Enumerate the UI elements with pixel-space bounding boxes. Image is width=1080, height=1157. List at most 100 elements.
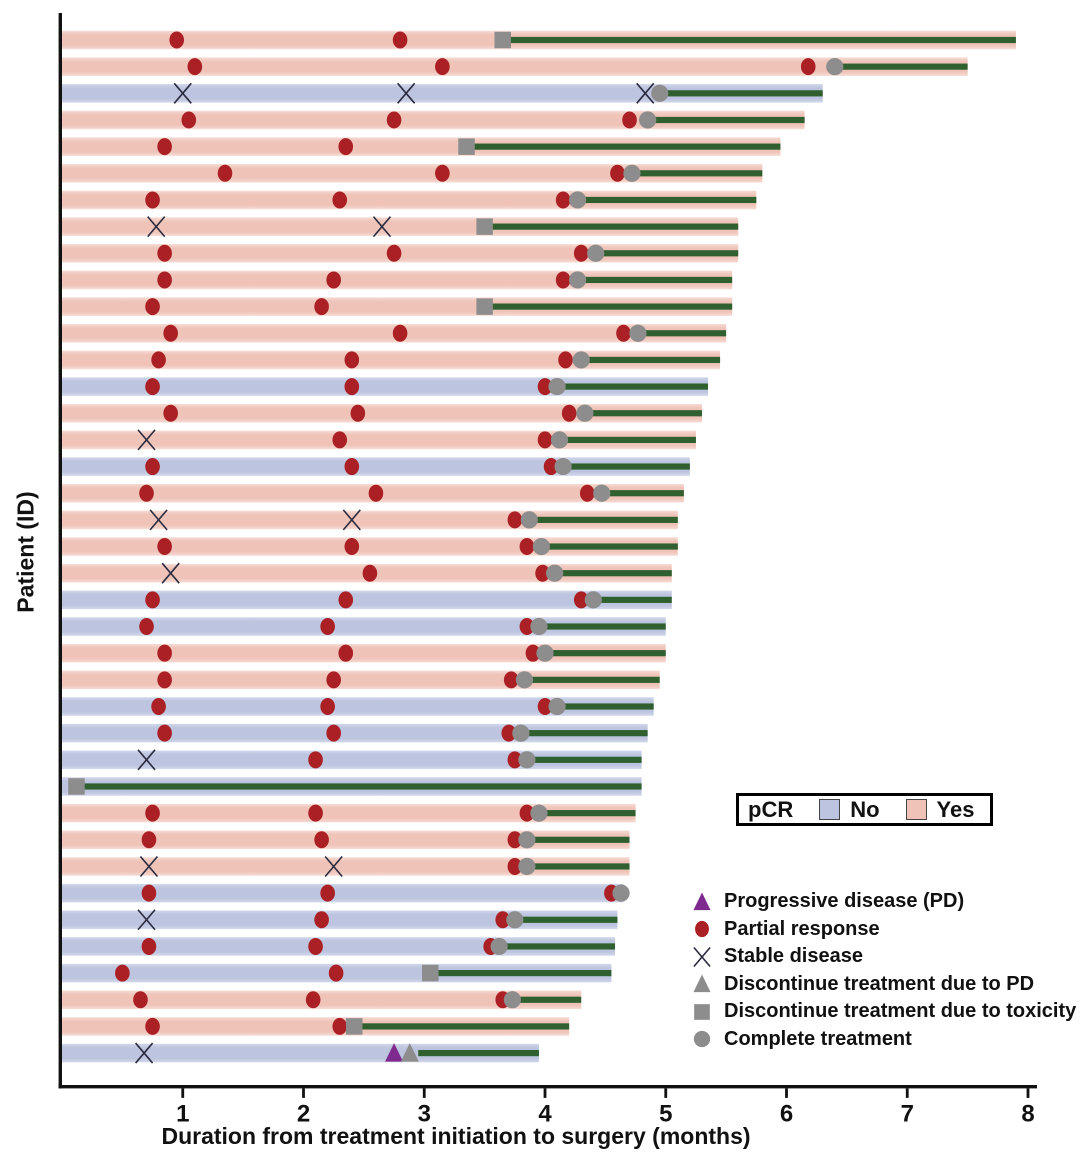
complete-treatment-marker — [550, 431, 569, 449]
post-treatment-line — [514, 916, 618, 923]
duration-bar-pcr-yes — [62, 1017, 570, 1036]
legend-item: Stable disease — [690, 943, 1076, 971]
legend-item: Complete treatment — [690, 1026, 1076, 1054]
stable-disease-marker — [173, 82, 192, 104]
partial-response-marker — [503, 671, 519, 689]
x-axis-tick — [1026, 1088, 1030, 1098]
partial-response-marker — [344, 351, 360, 369]
partial-response-marker — [338, 591, 354, 609]
partial-response-marker — [501, 724, 517, 742]
post-treatment-line — [659, 90, 823, 97]
post-treatment-line — [526, 836, 630, 843]
legend-item: Discontinue treatment due to PD — [690, 971, 1076, 999]
discontinue-toxicity-marker — [68, 778, 85, 795]
partial-response-marker — [145, 378, 160, 396]
duration-bar-pcr-yes — [62, 830, 630, 850]
partial-response-marker — [495, 911, 511, 929]
complete-treatment-marker — [490, 937, 508, 956]
legend-item-label: Complete treatment — [724, 1027, 912, 1050]
patient-row — [62, 670, 660, 690]
complete-treatment-marker — [629, 324, 647, 342]
post-treatment-line — [557, 383, 709, 390]
patient-row — [62, 697, 654, 716]
discontinue-pd-marker — [400, 1043, 419, 1062]
patient-row — [62, 749, 642, 771]
patient-row — [62, 164, 763, 183]
partial-response-marker — [308, 804, 323, 822]
partial-response-marker — [157, 138, 172, 156]
complete-treatment-marker — [518, 831, 536, 849]
partial-response-marker — [157, 671, 172, 689]
patient-row — [62, 297, 733, 316]
post-treatment-line — [524, 676, 660, 683]
complete-treatment-marker — [512, 724, 530, 742]
complete-treatment-marker — [587, 244, 605, 262]
patient-row — [62, 537, 678, 556]
partial-response-marker — [435, 164, 450, 182]
duration-bar-pcr-yes — [62, 857, 630, 876]
patient-row — [62, 777, 642, 796]
duration-bar-pcr-yes — [62, 217, 739, 236]
partial-response-marker — [350, 404, 366, 422]
partial-response-marker — [573, 244, 589, 262]
partial-response-marker — [362, 564, 378, 582]
partial-response-marker — [610, 164, 625, 182]
partial-response-marker — [141, 937, 157, 955]
post-treatment-line — [502, 36, 1016, 44]
post-treatment-line — [541, 543, 678, 550]
partial-response-marker — [338, 138, 354, 156]
post-treatment-line — [581, 356, 721, 364]
post-treatment-line — [538, 623, 666, 630]
complete-treatment-marker — [593, 484, 611, 502]
complete-treatment-marker — [572, 351, 590, 369]
partial-response-marker — [344, 538, 360, 556]
complete-treatment-marker — [693, 1031, 711, 1048]
marker-legend: Progressive disease (PD) Partial response… — [690, 888, 1076, 1053]
legend-item-label: Partial response — [724, 917, 880, 940]
complete-treatment-marker — [639, 111, 657, 129]
patient-row — [62, 590, 672, 610]
complete-treatment-marker — [612, 884, 630, 902]
partial-response-marker — [622, 111, 637, 129]
complete-treatment-marker — [546, 564, 564, 582]
x-axis-tick — [785, 1088, 788, 1098]
complete-treatment-marker — [576, 404, 594, 422]
complete-treatment-marker — [503, 991, 521, 1009]
progressive-disease-marker — [693, 892, 711, 910]
duration-bar-pcr-no — [62, 697, 654, 716]
partial-response-marker — [314, 298, 329, 316]
partial-response-marker — [507, 831, 523, 849]
post-treatment-line — [354, 1023, 570, 1030]
patient-row — [62, 137, 781, 156]
post-treatment-line — [563, 463, 690, 470]
partial-response-marker — [543, 458, 559, 476]
discontinue-pd-marker — [693, 974, 711, 993]
stable-disease-marker — [149, 509, 168, 531]
partial-response-marker — [151, 351, 166, 369]
post-treatment-line — [418, 1049, 539, 1057]
post-treatment-line — [834, 63, 968, 70]
patient-row — [62, 617, 666, 636]
partial-response-marker — [537, 698, 553, 715]
partial-response-marker — [181, 111, 197, 129]
x-axis-tick-label: 5 — [659, 1100, 672, 1127]
partial-response-marker — [573, 591, 589, 609]
post-treatment-line — [76, 783, 642, 790]
patient-row — [62, 30, 1016, 50]
legend-item-label: Discontinue treatment due to toxicity — [724, 1000, 1077, 1023]
post-treatment-line — [559, 436, 696, 443]
x-axis-tick-label: 3 — [418, 1100, 431, 1127]
duration-bar-pcr-no — [62, 937, 616, 956]
stable-disease-marker — [137, 749, 156, 771]
patient-row — [62, 803, 636, 823]
duration-bar-pcr-yes — [62, 110, 805, 130]
partial-response-marker — [133, 991, 148, 1009]
post-treatment-line — [499, 943, 616, 950]
post-treatment-line — [557, 703, 654, 710]
partial-response-marker — [145, 191, 160, 209]
duration-bar-pcr-no — [62, 1043, 539, 1063]
patient-row — [62, 963, 612, 983]
x-axis-tick — [302, 1088, 305, 1098]
partial-response-marker — [145, 804, 160, 822]
complete-treatment-marker — [532, 537, 550, 556]
